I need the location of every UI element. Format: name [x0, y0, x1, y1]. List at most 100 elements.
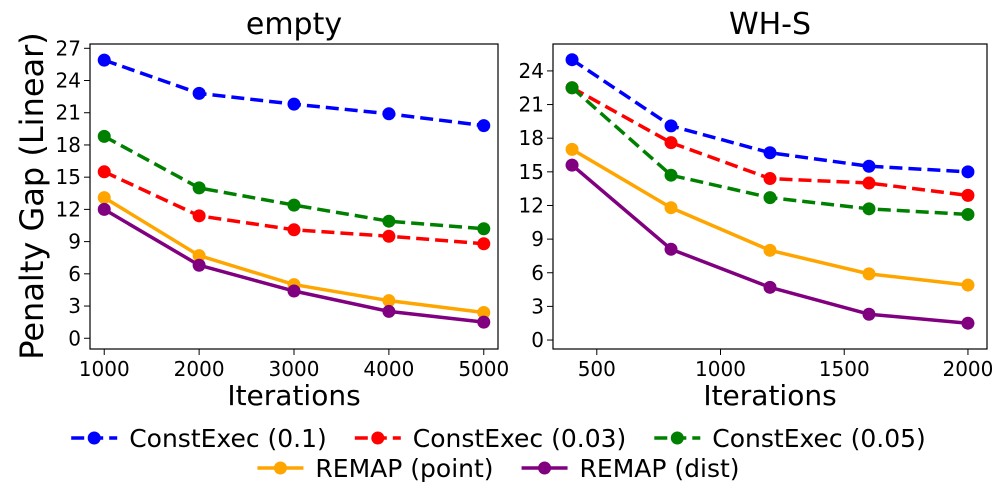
- data-point: [192, 209, 206, 223]
- x-tick-label: 1500: [819, 357, 870, 381]
- data-point: [862, 202, 876, 216]
- x-axis-label: Iterations: [703, 379, 836, 412]
- legend-label: ConstExec (0.03): [413, 424, 627, 453]
- data-point: [287, 97, 301, 111]
- data-point: [97, 53, 111, 67]
- data-point: [961, 278, 975, 292]
- data-point: [961, 316, 975, 330]
- data-point: [192, 249, 206, 263]
- data-point: [862, 176, 876, 190]
- x-tick-label: 1000: [79, 357, 130, 381]
- legend-label: REMAP (dist): [580, 454, 740, 483]
- y-tick-label: 0: [531, 328, 544, 352]
- data-point: [565, 81, 579, 95]
- data-point: [664, 201, 678, 215]
- data-point: [763, 280, 777, 294]
- data-point: [565, 142, 579, 156]
- legend-label: ConstExec (0.05): [712, 424, 926, 453]
- x-axis-label: Iterations: [227, 379, 360, 412]
- data-point: [763, 191, 777, 205]
- data-point: [382, 107, 396, 121]
- x-tick-label: 3000: [269, 357, 320, 381]
- data-point: [763, 243, 777, 257]
- y-tick-label: 24: [56, 69, 81, 93]
- data-point: [97, 165, 111, 179]
- legend-item: REMAP (dist): [521, 454, 740, 483]
- panel-title: WH-S: [729, 7, 811, 42]
- legend-item: ConstExec (0.03): [354, 424, 627, 453]
- data-point: [192, 86, 206, 100]
- y-tick-label: 0: [68, 326, 81, 350]
- data-point: [382, 304, 396, 318]
- data-point: [664, 168, 678, 182]
- data-point: [477, 315, 491, 329]
- y-tick-label: 9: [531, 227, 544, 251]
- data-point: [664, 136, 678, 150]
- legend-marker: [273, 461, 287, 475]
- y-tick-label: 24: [519, 59, 544, 83]
- data-point: [192, 181, 206, 195]
- legend-item: ConstExec (0.1): [71, 424, 327, 453]
- y-tick-label: 18: [519, 126, 544, 150]
- panel-title: empty: [246, 7, 342, 42]
- chart-panels: empty 0 3 6 9 12 15 18 21 24 27 1000 2000 3000 4000 500…: [56, 7, 994, 412]
- data-point: [862, 307, 876, 321]
- series-line: [103, 134, 484, 231]
- data-point: [97, 129, 111, 143]
- y-tick-label: 9: [68, 230, 81, 254]
- data-point: [97, 202, 111, 216]
- y-tick-label: 12: [519, 193, 544, 217]
- plot-frame: [89, 43, 499, 350]
- data-point: [382, 214, 396, 228]
- data-point: [477, 222, 491, 236]
- data-point: [287, 198, 301, 212]
- y-tick-label: 6: [531, 261, 544, 285]
- y-tick-label: 21: [519, 93, 544, 117]
- y-tick-label: 3: [68, 294, 81, 318]
- data-point: [287, 223, 301, 237]
- data-point: [565, 158, 579, 172]
- data-point: [192, 258, 206, 272]
- legend-item: ConstExec (0.05): [654, 424, 926, 453]
- legend-label: ConstExec (0.1): [129, 424, 327, 453]
- legend-item: REMAP (point): [257, 454, 494, 483]
- data-point: [97, 191, 111, 205]
- data-point: [382, 229, 396, 243]
- x-tick-label: 4000: [363, 357, 414, 381]
- data-point: [763, 172, 777, 186]
- y-tick-label: 15: [519, 160, 544, 184]
- y-tick-label: 3: [531, 294, 544, 318]
- x-tick-label: 2000: [942, 357, 993, 381]
- plot-frame: [552, 43, 988, 350]
- data-point: [961, 188, 975, 202]
- y-tick-label: 18: [56, 133, 81, 157]
- data-point: [477, 237, 491, 251]
- data-point: [862, 267, 876, 281]
- y-tick-label: 6: [68, 262, 81, 286]
- legend-marker: [87, 431, 101, 445]
- x-tick-label: 500: [578, 357, 616, 381]
- data-point: [287, 284, 301, 298]
- data-point: [664, 242, 678, 256]
- data-point: [382, 294, 396, 308]
- data-point: [961, 207, 975, 221]
- legend-marker: [371, 431, 385, 445]
- y-tick-label: 21: [56, 101, 81, 125]
- data-point: [565, 53, 579, 67]
- series-line: [103, 58, 484, 128]
- y-tick-label: 15: [56, 165, 81, 189]
- data-point: [664, 119, 678, 133]
- panel-2: WH-S 0 3 6 9 12 15 18 21 24 500 1000 1500 2000 Iterati…: [519, 7, 994, 412]
- data-point: [763, 146, 777, 160]
- panel-1: empty 0 3 6 9 12 15 18 21 24 27 1000 2000 3000 4000 500…: [56, 7, 510, 412]
- legend-label: REMAP (point): [315, 454, 493, 483]
- data-point: [961, 165, 975, 179]
- legend-marker: [670, 431, 684, 445]
- x-tick-label: 1000: [695, 357, 746, 381]
- x-tick-label: 2000: [174, 357, 225, 381]
- data-point: [477, 119, 491, 133]
- x-tick-label: 5000: [458, 357, 509, 381]
- y-tick-label: 12: [56, 197, 81, 221]
- y-tick-label: 27: [56, 36, 81, 60]
